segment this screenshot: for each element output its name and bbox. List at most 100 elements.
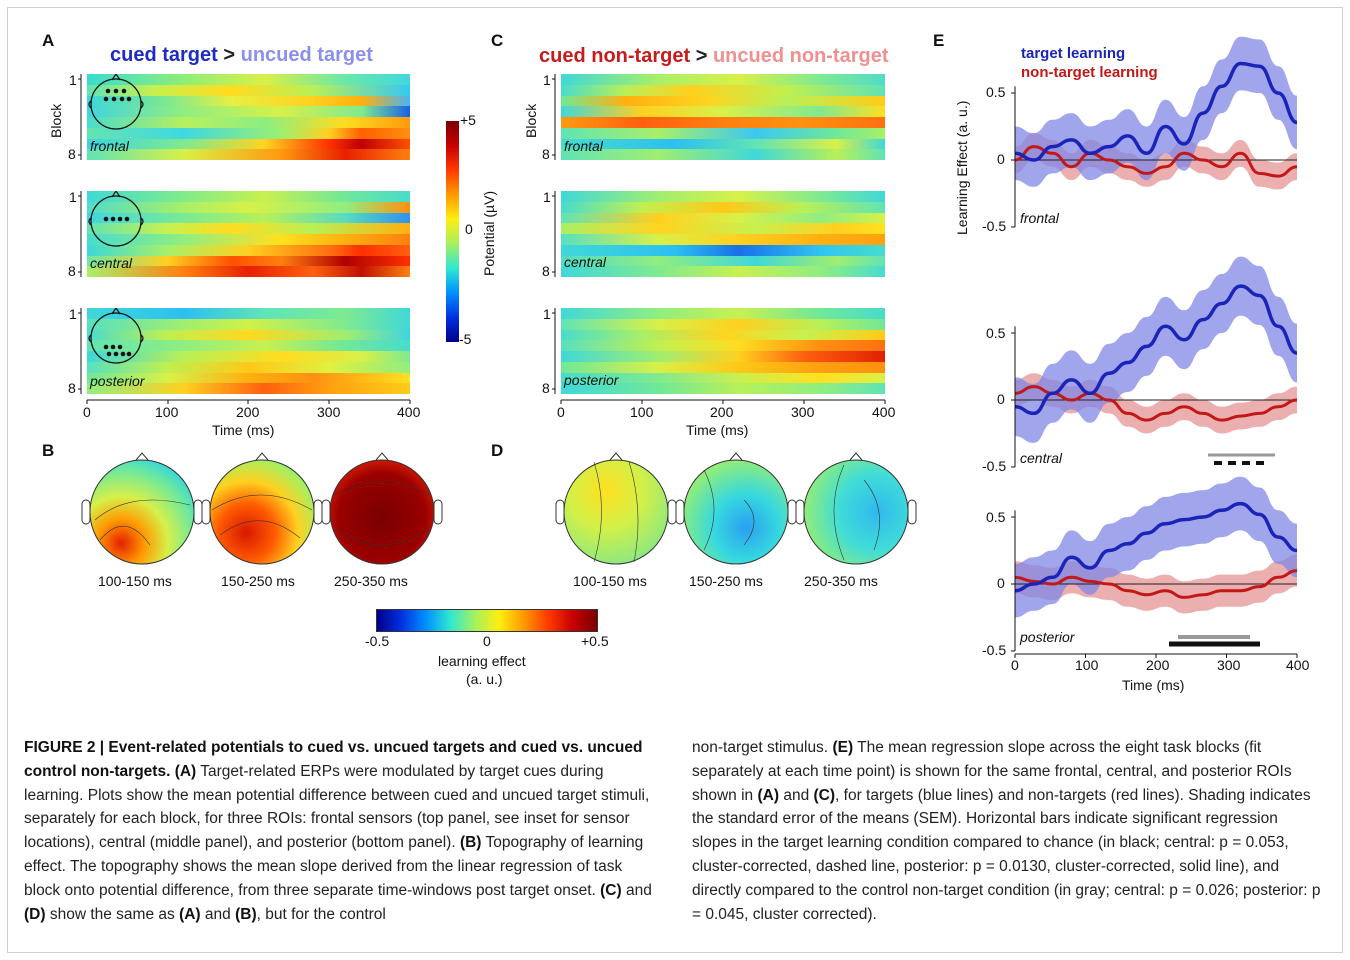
e-roi-posterior: posterior (1020, 629, 1075, 645)
topoplots-b (81, 452, 443, 565)
block-tick-a1: 1 (69, 72, 77, 88)
heatmap-block-row (87, 223, 410, 234)
caption-right-ref-2: (A) (757, 786, 780, 804)
time-tick-a-200: 200 (236, 404, 260, 420)
learning-cbar-min: -0.5 (365, 633, 390, 649)
caption-right: non-target stimulus. (E) The mean regres… (692, 736, 1324, 926)
legend-nontarget-learning: non-target learning (1021, 64, 1158, 81)
head-inset-posterior-icon (88, 308, 144, 364)
legend-target-learning: target learning (1021, 45, 1126, 62)
block-tick-c1c: 1 (543, 306, 551, 322)
heatmap-block-row (87, 212, 410, 224)
heatmap-block-row (87, 106, 410, 117)
head-inset-central-icon (88, 191, 144, 247)
panel-e-plots (1011, 36, 1298, 658)
e-xtick-400: 400 (1286, 657, 1310, 673)
panel-letter-d: D (491, 441, 504, 460)
panel-letter-c: C (491, 31, 504, 50)
time-tick-c-0: 0 (557, 404, 565, 420)
target-line-1 (1014, 284, 1298, 416)
e-ytick-p-m05: -0.5 (982, 642, 1007, 658)
heatmap-block-row (87, 351, 410, 362)
time-tick-c-200: 200 (710, 404, 734, 420)
time-tick-c-400: 400 (872, 404, 896, 420)
time-tick-a-400: 400 (397, 404, 421, 420)
block-tick-a8: 8 (68, 146, 76, 162)
heatmap-block-row (561, 318, 885, 330)
block-tick-a8b: 8 (68, 263, 76, 279)
block-tick-c8: 8 (542, 146, 550, 162)
caption-left-ref-0: (A) (174, 762, 197, 780)
nontarget-line-1 (1014, 385, 1298, 422)
panel-letter-a: A (42, 31, 55, 50)
figure-frame (7, 7, 1343, 953)
e-xlabel: Time (ms) (1122, 677, 1185, 693)
heatmap-block-row (561, 106, 885, 117)
e-xtick-0: 0 (1011, 657, 1019, 673)
e-ytick-p-05: 0.5 (986, 509, 1006, 525)
heatmap-block-row (561, 351, 885, 362)
topoplots-d (555, 452, 917, 565)
heatmap-block-row (87, 191, 410, 202)
heatmap-block-row (87, 244, 410, 256)
caption-right-text-1: The mean regression slope across the eig… (692, 739, 1292, 804)
caption-left-text-3: show the same as (45, 905, 180, 923)
heatmap-block-row (87, 127, 410, 139)
heatmap-block-row (87, 84, 410, 96)
heatmap-block-row (561, 117, 885, 128)
heatmap-block-row (87, 95, 410, 107)
caption-left-text-1: Topography of learning effect. The topog… (24, 834, 644, 899)
caption-heading: FIGURE 2 | Event-related potentials to c… (24, 739, 643, 780)
block-tick-c1b: 1 (543, 189, 551, 205)
time-tick-c-100: 100 (630, 404, 654, 420)
heatmap-block-row (561, 361, 885, 373)
heatmap-block-row (561, 201, 885, 213)
e-ytick-p-0: 0 (997, 575, 1005, 591)
heatmap-block-row (87, 372, 410, 384)
heatmap-block-row (87, 255, 410, 267)
topo-d-label-3: 250-350 ms (804, 573, 878, 589)
heatmap-block-row (561, 329, 885, 341)
heatmap-axes (78, 74, 886, 404)
caption-left-body: (A) Target-related ERPs were modulated b… (24, 763, 652, 923)
learning-cbar-mid: 0 (483, 633, 491, 649)
caption-right-ref-3: (C) (813, 786, 836, 804)
e-ytick-f-05: 0.5 (986, 84, 1006, 100)
heatmap-block-row (561, 149, 885, 160)
potential-cbar-top: +5 (460, 112, 476, 128)
head-inset-frontal-icon (88, 74, 144, 130)
block-tick-c1: 1 (543, 72, 551, 88)
time-axis-title-a: Time (ms) (212, 422, 275, 438)
block-tick-a1b: 1 (69, 189, 77, 205)
heatmap-block-row (87, 308, 410, 319)
title-c-left: cued non-target (539, 45, 691, 67)
caption-left: FIGURE 2 | Event-related potentials to c… (24, 736, 656, 926)
e-roi-frontal: frontal (1020, 210, 1059, 226)
heatmap-block-row (87, 201, 410, 213)
heatmap-block-row (561, 244, 885, 256)
heatmap-block-row (87, 266, 410, 277)
nontarget-line-2 (1014, 569, 1298, 599)
roi-label-a-frontal: frontal (90, 138, 129, 154)
roi-label-a-posterior: posterior (90, 373, 145, 389)
caption-left-text-4: and (200, 905, 236, 923)
caption-left-ref-5: (B) (235, 905, 257, 923)
heatmap-block-row (87, 74, 410, 85)
target-line-0 (1014, 61, 1298, 162)
heatmap-block-row (561, 383, 885, 394)
e-ytick-f-0: 0 (997, 151, 1005, 167)
heatmap-c-frontal (561, 74, 885, 160)
e-xtick-300: 300 (1217, 657, 1241, 673)
title-c-right: uncued non-target (712, 45, 889, 67)
roi-label-c-frontal: frontal (564, 138, 603, 154)
heatmap-block-row (561, 223, 885, 234)
heatmap-block-row (87, 234, 410, 245)
heatmap-block-row (87, 318, 410, 330)
title-a-left: cued target (110, 44, 218, 66)
heatmap-block-row (87, 117, 410, 128)
heatmap-block-row (561, 308, 885, 319)
roi-label-c-posterior: posterior (564, 372, 619, 388)
heatmap-a-central (87, 191, 410, 277)
heatmap-block-row (561, 255, 885, 267)
caption-right-body: non-target stimulus. (E) The mean regres… (692, 739, 1321, 923)
